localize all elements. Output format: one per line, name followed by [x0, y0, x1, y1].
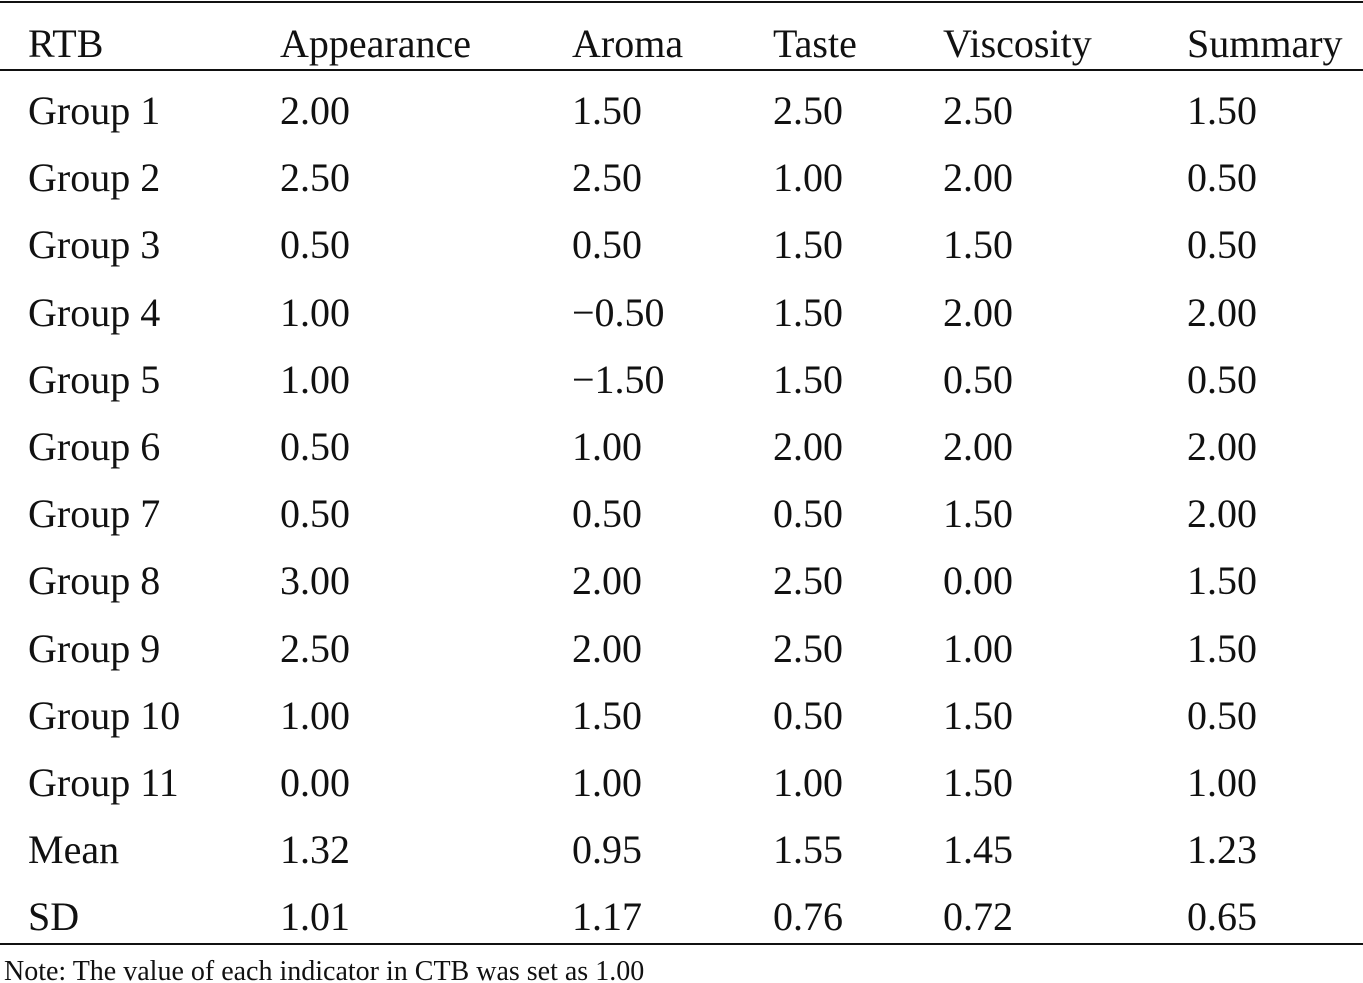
table-cell: 1.01 [280, 894, 350, 940]
table-cell: 2.00 [943, 424, 1013, 469]
table-cell: 2.50 [773, 625, 843, 671]
row-label: Group 4 [28, 289, 161, 335]
table-cell: 1.00 [1187, 760, 1257, 805]
table-cell: 0.65 [1187, 894, 1257, 940]
row-label: Group 2 [28, 155, 161, 201]
header-cell: RTB [28, 21, 104, 66]
table-cell: 1.45 [943, 827, 1013, 873]
header-cell: Aroma [572, 21, 684, 66]
row-label: Group 7 [28, 491, 161, 537]
table-cell: 1.00 [280, 692, 350, 738]
table-cell: 1.17 [572, 894, 642, 940]
table-cell: 1.50 [1187, 625, 1257, 671]
table-cell: 1.23 [1187, 827, 1257, 873]
header-cell: Summary [1187, 21, 1343, 66]
table-cell: 2.00 [1187, 289, 1257, 335]
row-label: Group 10 [28, 692, 181, 738]
table-cell: 1.50 [943, 222, 1013, 268]
table-cell: 0.50 [1187, 356, 1257, 402]
table-cell: 1.50 [943, 692, 1013, 738]
table-cell: 0.50 [280, 491, 350, 537]
table-cell: 1.00 [572, 760, 642, 805]
table-cell: 1.00 [280, 289, 350, 335]
table-cell: 1.50 [1187, 88, 1257, 133]
table-cell: 0.50 [1187, 222, 1257, 268]
table-cell: 1.50 [773, 289, 843, 335]
table-cell: 1.32 [280, 827, 350, 873]
table-cell: 0.50 [943, 356, 1013, 402]
table-cell: 2.50 [773, 558, 843, 604]
table-cell: 1.00 [773, 760, 843, 805]
row-label: Group 1 [28, 88, 161, 133]
row-label: Group 8 [28, 558, 161, 604]
table-cell: 1.50 [572, 692, 642, 738]
table-cell: 2.00 [943, 289, 1013, 335]
table-cell: 0.50 [1187, 155, 1257, 201]
header-cell: Viscosity [943, 21, 1092, 66]
table-cell: 2.50 [773, 88, 843, 133]
row-label: Group 5 [28, 356, 161, 402]
table-cell: −0.50 [572, 289, 665, 335]
table-cell: 0.00 [280, 760, 350, 805]
row-label: Group 11 [28, 760, 179, 805]
row-label: SD [28, 894, 80, 940]
table-cell: 2.50 [572, 155, 642, 201]
table-cell: 3.00 [280, 558, 350, 604]
table-cell: 0.50 [773, 491, 843, 537]
table-cell: 1.00 [280, 356, 350, 402]
header-cell: Appearance [280, 21, 471, 66]
table-cell: 1.50 [572, 88, 642, 133]
table-cell: 0.95 [572, 827, 642, 873]
table-cell: 0.76 [773, 894, 843, 940]
bottom-rule [0, 943, 1363, 945]
row-label: Group 9 [28, 625, 161, 671]
table-cell: 2.00 [773, 424, 843, 469]
table-cell: 0.50 [572, 491, 642, 537]
table-cell: 2.00 [1187, 491, 1257, 537]
table-cell: 2.00 [572, 558, 642, 604]
table-cell: 0.00 [943, 558, 1013, 604]
table-cell: 1.00 [572, 424, 642, 469]
table-cell: 1.50 [943, 760, 1013, 805]
header-cell: Taste [773, 21, 857, 66]
table-cell: 2.00 [943, 155, 1013, 201]
table-cell: 0.50 [572, 222, 642, 268]
top-rule [0, 1, 1363, 3]
table-cell: 1.50 [773, 356, 843, 402]
table-cell: 0.50 [280, 222, 350, 268]
table-cell: 0.72 [943, 894, 1013, 940]
table-cell: −1.50 [572, 356, 665, 402]
row-label: Mean [28, 827, 120, 873]
table-cell: 1.55 [773, 827, 843, 873]
table-cell: 1.00 [943, 625, 1013, 671]
table-cell: 2.00 [280, 88, 350, 133]
table-cell: 1.00 [773, 155, 843, 201]
table-cell: 2.00 [1187, 424, 1257, 469]
table-cell: 0.50 [280, 424, 350, 469]
table-cell: 2.50 [280, 625, 350, 671]
row-label: Group 6 [28, 424, 161, 469]
table-cell: 1.50 [1187, 558, 1257, 604]
table-cell: 1.50 [773, 222, 843, 268]
table-cell: 0.50 [773, 692, 843, 738]
table-cell: 2.50 [280, 155, 350, 201]
header-rule [0, 69, 1363, 71]
table-cell: 1.50 [943, 491, 1013, 537]
table-cell: 2.50 [943, 88, 1013, 133]
row-label: Group 3 [28, 222, 161, 268]
table-cell: 2.00 [572, 625, 642, 671]
table-cell: 0.50 [1187, 692, 1257, 738]
table-note: Note: The value of each indicator in CTB… [4, 956, 645, 983]
